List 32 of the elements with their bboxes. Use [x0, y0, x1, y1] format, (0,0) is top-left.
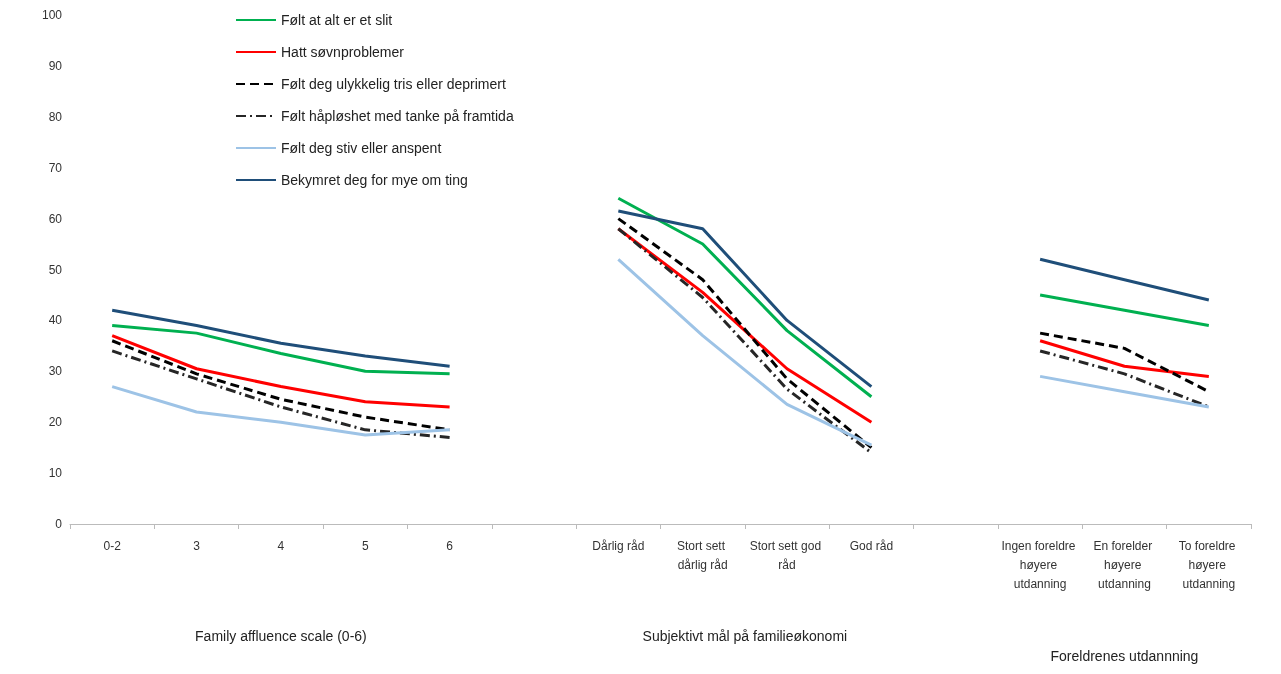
- x-tick-label: 0-2: [103, 538, 122, 553]
- legend-label: Følt håpløshet med tanke på framtida: [281, 108, 514, 124]
- y-tick-label: 40: [48, 313, 63, 328]
- x-tick-label: 6: [446, 538, 454, 553]
- x-tick-label: Stort sett dårlig råd: [677, 538, 729, 572]
- x-tick-label: En forelder høyere utdanning: [1093, 538, 1156, 591]
- x-tick-label: 3: [193, 538, 201, 553]
- y-tick-label: 10: [48, 466, 63, 481]
- y-tick-label: 60: [48, 211, 63, 226]
- legend-label: Følt at alt er et slit: [281, 12, 393, 28]
- y-tick-label: 0: [55, 517, 63, 531]
- x-tick-label: Stort sett god råd: [749, 538, 825, 572]
- x-tick-label: 5: [361, 538, 369, 553]
- legend-label: Bekymret deg for mye om ting: [281, 172, 468, 188]
- text: Family affluence scale (0-6): [195, 628, 367, 644]
- y-tick-label: 50: [48, 262, 63, 277]
- text: Subjektivt mål på familieøkonomi: [642, 628, 848, 644]
- text: Foreldrenes utdannning: [1050, 648, 1199, 664]
- x-tick-label: 4: [277, 538, 285, 553]
- x-tick-label: Dårlig råd: [592, 538, 645, 553]
- legend-label: Hatt søvnproblemer: [281, 44, 405, 60]
- legend-label: Følt deg ulykkelig tris eller deprimert: [281, 76, 506, 92]
- y-tick-label: 100: [41, 8, 63, 22]
- y-tick-label: 70: [48, 160, 63, 175]
- y-tick-label: 80: [48, 109, 63, 124]
- y-tick-label: 90: [48, 58, 63, 73]
- x-tick-label: Ingen foreldre høyere utdanning: [1001, 538, 1079, 591]
- x-tick-label: To foreldre høyere utdanning: [1178, 538, 1239, 591]
- legend-label: Følt deg stiv eller anspent: [281, 140, 442, 156]
- x-tick-label: God råd: [849, 538, 894, 553]
- y-tick-label: 30: [48, 364, 63, 379]
- y-tick-label: 20: [48, 415, 63, 430]
